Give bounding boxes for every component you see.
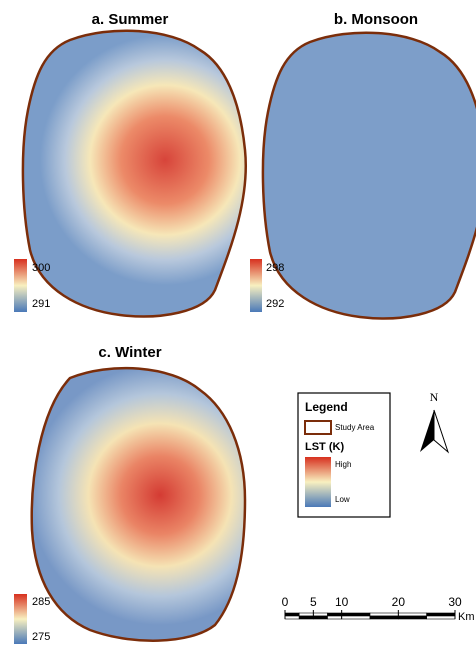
scale-tick-label: 0: [282, 595, 289, 609]
panel-title: c. Winter: [98, 344, 161, 361]
scale-segment: [328, 616, 342, 619]
scale-segment: [427, 613, 455, 616]
color-bar: [250, 259, 262, 312]
scale-bar: 0 5 10 20 30 Km: [282, 595, 475, 623]
color-bar: [14, 259, 27, 312]
north-arrow: N: [420, 390, 448, 452]
north-label: N: [430, 390, 439, 404]
study-area-winter: [32, 368, 245, 641]
scale-segment: [313, 613, 327, 616]
map-figure: a. Summer b. Monsoon c. Winter 300 291 2…: [0, 0, 476, 645]
scale-segment: [285, 616, 299, 619]
scale-segment: [328, 613, 342, 616]
study-area-summer: [23, 31, 246, 317]
scale-segment: [370, 616, 398, 619]
panel-title: a. Summer: [92, 11, 169, 28]
scale-tick-label: 20: [392, 595, 406, 609]
scale-tick-label: 10: [335, 595, 349, 609]
legend: Legend Study Area LST (K) High Low: [298, 393, 390, 517]
legend-title: Legend: [305, 400, 348, 414]
scale-tick-label: 30: [448, 595, 462, 609]
scale-segment: [313, 616, 327, 619]
legend-label: LST (K): [305, 441, 344, 453]
scale-segment: [342, 616, 370, 619]
study-area-monsoon: [263, 33, 476, 319]
scale-segment: [398, 613, 426, 616]
legend-label: Study Area: [335, 423, 375, 432]
scale-segment: [342, 613, 370, 616]
scale-segment: [299, 613, 313, 616]
panel-title: b. Monsoon: [334, 11, 418, 28]
scale-max: 285: [32, 596, 50, 608]
north-arrow-left: [420, 410, 434, 452]
scale-max: 298: [266, 262, 284, 274]
scale-segment: [285, 613, 299, 616]
scale-unit: Km: [458, 611, 475, 623]
scale-min: 292: [266, 298, 284, 310]
legend-label: Low: [335, 495, 350, 504]
scale-min: 275: [32, 631, 50, 643]
scale-segment: [398, 616, 426, 619]
scale-segment: [427, 616, 455, 619]
north-arrow-right: [434, 410, 448, 452]
scale-segment: [370, 613, 398, 616]
legend-label: High: [335, 460, 351, 469]
legend-ramp: [305, 457, 331, 507]
color-bar: [14, 594, 27, 644]
scale-min: 291: [32, 298, 50, 310]
scale-max: 300: [32, 262, 50, 274]
scale-tick-label: 5: [310, 595, 317, 609]
scale-segment: [299, 616, 313, 619]
